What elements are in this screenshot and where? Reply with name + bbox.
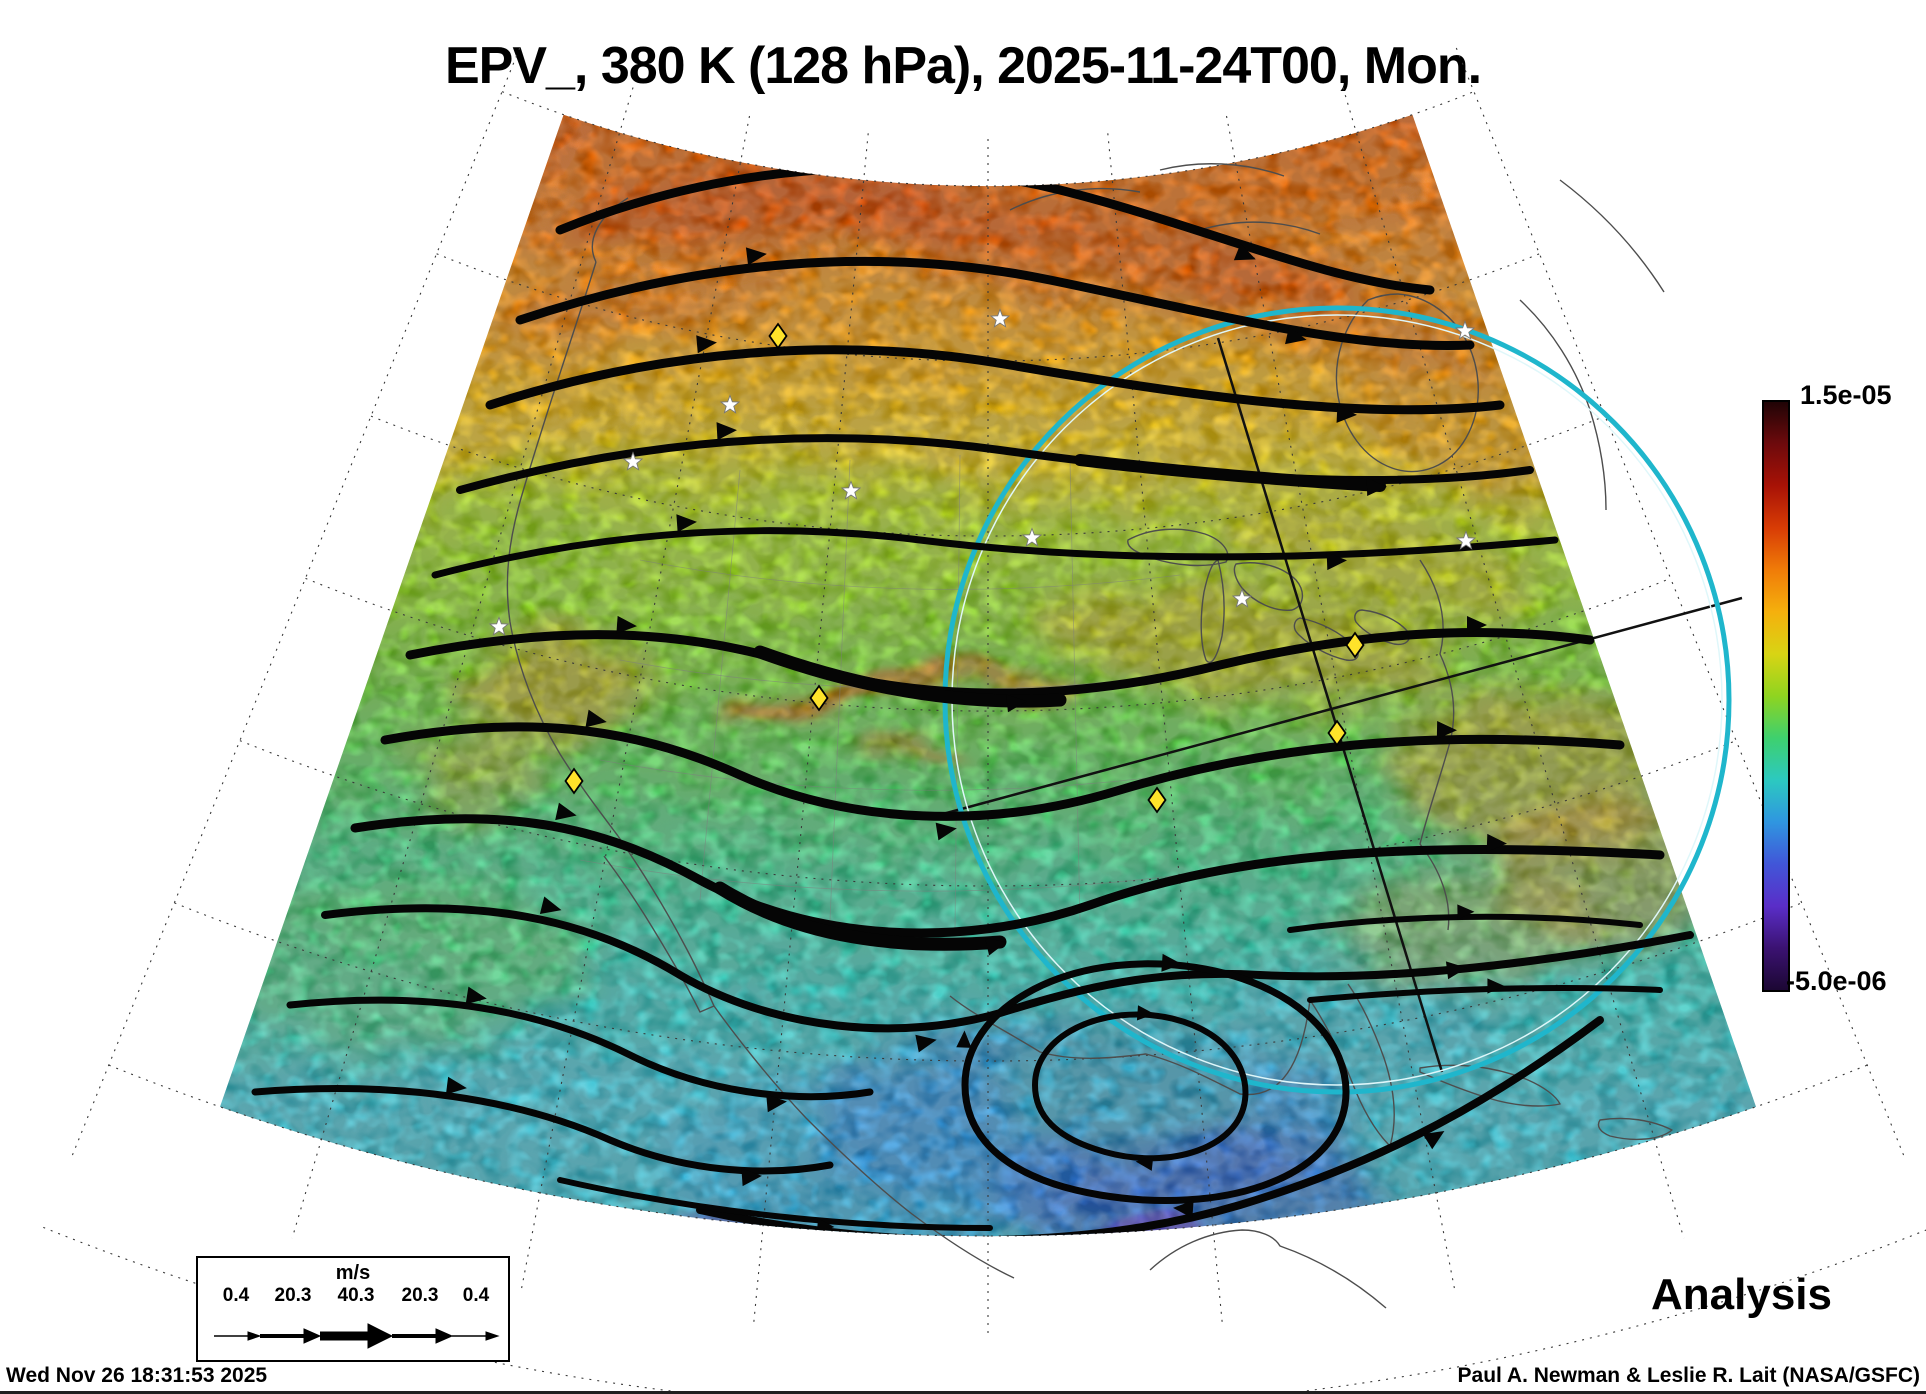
plot-title: EPV_, 380 K (128 hPa), 2025-11-24T00, Mo… xyxy=(444,37,1482,95)
colorbar-max-label: 1.5e-05 xyxy=(1800,380,1892,410)
colorbar-min-label: -5.0e-06 xyxy=(1786,966,1887,996)
wind-legend-unit: m/s xyxy=(335,1262,371,1284)
colorbar xyxy=(1762,400,1790,992)
wind-speed-legend: m/s 0.4 20.3 40.3 20.3 0.4 xyxy=(196,1256,510,1362)
wind-legend-tick: 40.3 xyxy=(337,1285,375,1306)
section-line-steep xyxy=(1216,337,1444,1073)
wind-legend-tick: 20.3 xyxy=(274,1285,312,1306)
wind-legend-ticks: 0.4 20.3 40.3 20.3 0.4 xyxy=(198,1285,508,1309)
bottom-edge-line xyxy=(0,1391,1926,1394)
wind-legend-arrow-scale xyxy=(214,1323,500,1349)
credit-line: Paul A. Newman & Leslie R. Lait (NASA/GS… xyxy=(1457,1364,1920,1387)
wind-legend-tick: 0.4 xyxy=(462,1285,490,1306)
wind-legend-tick: 20.3 xyxy=(401,1285,439,1306)
section-lines xyxy=(927,337,1743,1073)
wind-legend-tick: 0.4 xyxy=(222,1285,250,1306)
section-line-shallow xyxy=(927,596,1743,820)
analysis-badge: Analysis xyxy=(1651,1270,1832,1319)
generated-timestamp: Wed Nov 26 18:31:53 2025 xyxy=(6,1364,268,1387)
